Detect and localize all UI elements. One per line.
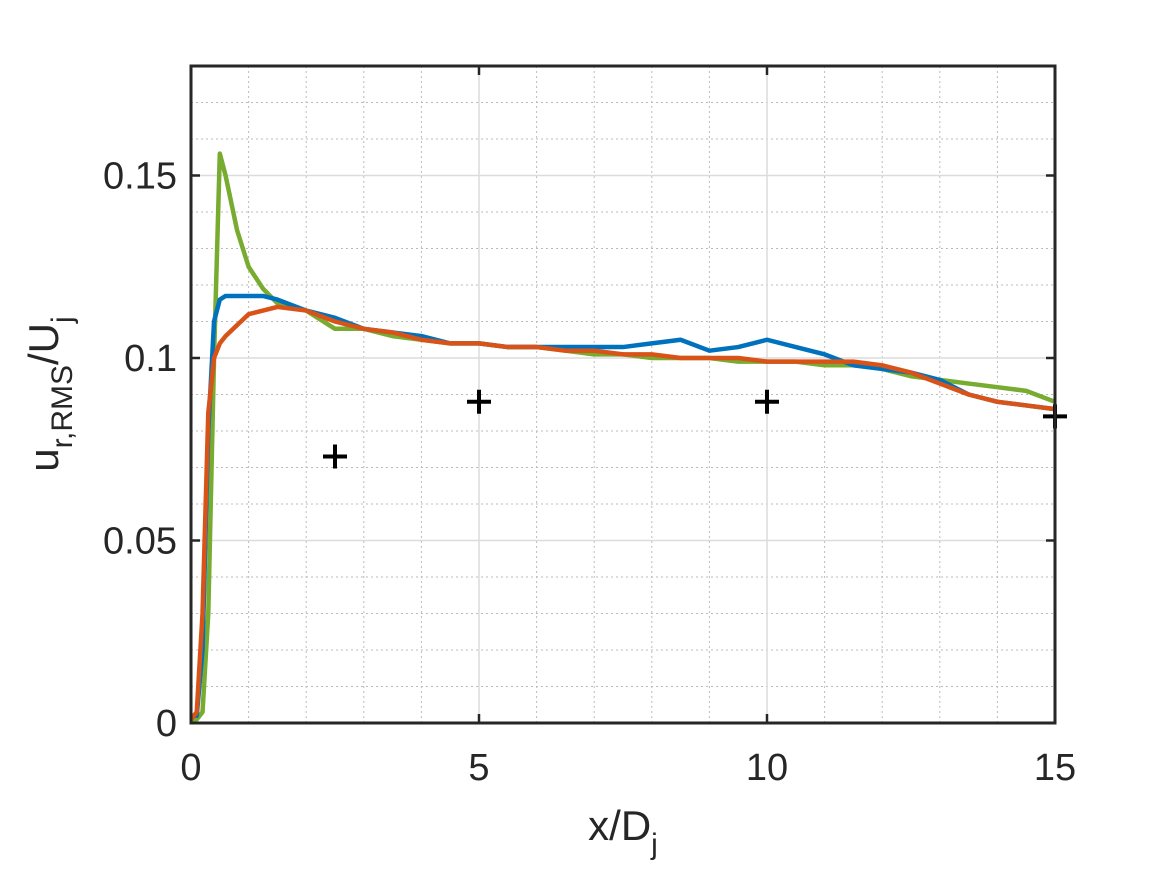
x-axis-label: x/Dj — [588, 802, 658, 861]
y-tick-label: 0.1 — [124, 338, 177, 380]
y-label-text: u — [20, 448, 67, 471]
x-tick-label: 0 — [180, 747, 201, 789]
y-label-subscript2: j — [46, 316, 79, 324]
axes-box — [189, 64, 1057, 725]
x-label-subscript: j — [650, 828, 658, 861]
y-axis-label: ur,RMS/Uj — [20, 316, 79, 471]
y-tick-label: 0.05 — [103, 521, 177, 563]
y-tick-label: 0 — [156, 703, 177, 745]
x-label-text: x/D — [588, 802, 651, 849]
series-line — [189, 304, 1056, 721]
y-label-text2: /U — [20, 323, 67, 365]
plus-marker — [755, 389, 779, 414]
x-tick-label: 15 — [1034, 747, 1076, 789]
x-tick-label: 10 — [746, 747, 788, 789]
y-tick-label: 0.15 — [103, 156, 177, 198]
plus-marker — [323, 444, 347, 469]
y-label-subscript: r,RMS — [46, 365, 79, 448]
plus-marker — [467, 389, 491, 414]
x-tick-label: 5 — [468, 747, 489, 789]
